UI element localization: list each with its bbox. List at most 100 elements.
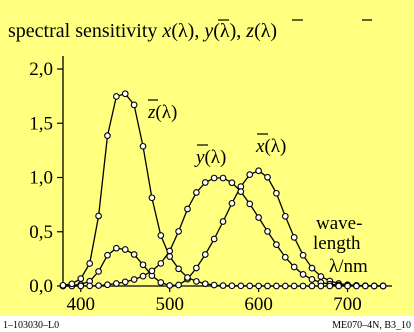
data-point-x [175,281,182,289]
data-point-z [246,282,254,290]
data-point-x [299,251,307,259]
data-point-z [86,260,94,267]
data-point-z [121,90,129,98]
data-point-z [255,282,262,290]
data-point-y [104,281,111,289]
data-point-z [361,282,369,290]
data-point-y [290,263,298,271]
data-point-x [139,261,147,269]
data-point-z [264,282,271,290]
data-point-y [193,189,200,196]
x-axis-label-line-2: length [313,233,361,254]
data-point-z [201,280,209,288]
data-point-z [344,282,351,290]
data-point-z [95,212,102,220]
data-point-z [326,282,334,290]
data-point-z [59,281,67,289]
data-point-x [308,264,316,272]
data-point-z [281,282,289,290]
data-point-y [121,278,129,286]
x-tick-label: 700 [333,294,362,315]
data-point-z [353,282,360,290]
data-point-x [113,244,120,252]
data-point-x [166,282,174,289]
series-label-suffix: (λ) [264,136,286,157]
footer-right: ME070–4N, B3_10 [332,320,411,331]
data-point-z [219,282,227,289]
data-point-x [157,279,165,286]
title-text-4: (λ) [254,20,277,42]
y-tick-label: 0,5 [29,222,53,243]
chart-title: spectral sensitivity x(λ), y(λ), z(λ) [8,20,277,42]
data-point-y [184,205,191,213]
data-point-y [201,179,209,186]
data-point-x [130,251,138,258]
data-point-z [166,253,174,260]
data-point-y [219,174,227,182]
x-axis-label-line-3: λ/nm [329,256,368,277]
data-point-y [139,272,147,280]
series-markers [59,90,387,290]
data-point-z [104,132,111,140]
data-point-z [193,278,200,285]
data-point-y [228,179,236,187]
y-tick-label: 1,5 [29,113,53,134]
data-point-z [68,280,76,288]
data-point-x [228,199,236,207]
data-point-z [77,275,85,282]
title-text-2: (λ), [171,20,204,42]
data-point-z [113,93,120,100]
data-point-z [175,265,182,273]
title-x-letter: x [161,20,171,42]
data-point-y [308,276,316,283]
data-point-x [273,189,280,197]
data-point-y [299,271,307,278]
data-point-z [139,142,147,150]
series-label-suffix: (λ) [204,147,226,168]
data-point-y [246,200,254,208]
data-point-z [299,282,307,290]
axis-ticks: 400 500 600 700 0,0 0,5 1,0 1,5 2,0 [29,59,362,315]
footer-left: 1–103030–L0 [3,320,59,331]
data-point-z [335,282,342,290]
data-point-x [193,264,200,272]
data-point-y [130,276,138,283]
y-tick-label: 0,0 [29,276,53,297]
title-y-letter: y [202,20,213,42]
data-point-z [184,274,191,281]
data-point-z [148,194,156,202]
data-point-y [86,282,94,290]
data-point-z [273,282,280,290]
data-point-y [113,280,120,287]
data-point-z [308,282,316,290]
data-point-z [370,282,378,290]
data-point-x [255,167,262,175]
data-point-y [148,267,156,275]
series-label-letter: z [147,102,156,123]
chart-background [0,0,414,316]
data-point-z [157,232,165,239]
data-point-y [166,247,174,255]
data-point-x [317,273,325,280]
data-point-x [210,235,218,243]
y-tick-label: 2,0 [29,59,53,80]
y-tick-label: 1,0 [29,168,53,189]
data-point-x [264,173,271,181]
data-point-z [290,282,298,290]
data-point-z [317,282,325,290]
data-point-x [121,246,129,253]
data-point-z [228,282,236,290]
data-point-y [77,282,85,290]
series-label-y: y(λ) [194,147,226,168]
title-z-letter: z [245,20,254,42]
data-point-y [281,253,289,261]
data-point-y [175,228,182,235]
series-label-suffix: (λ) [155,102,177,123]
data-point-x [95,268,102,275]
title-text-1: spectral sensitivity [8,20,162,42]
data-point-x [104,251,111,259]
data-point-z [379,282,387,290]
data-point-z [237,282,245,290]
data-point-z [210,281,218,289]
